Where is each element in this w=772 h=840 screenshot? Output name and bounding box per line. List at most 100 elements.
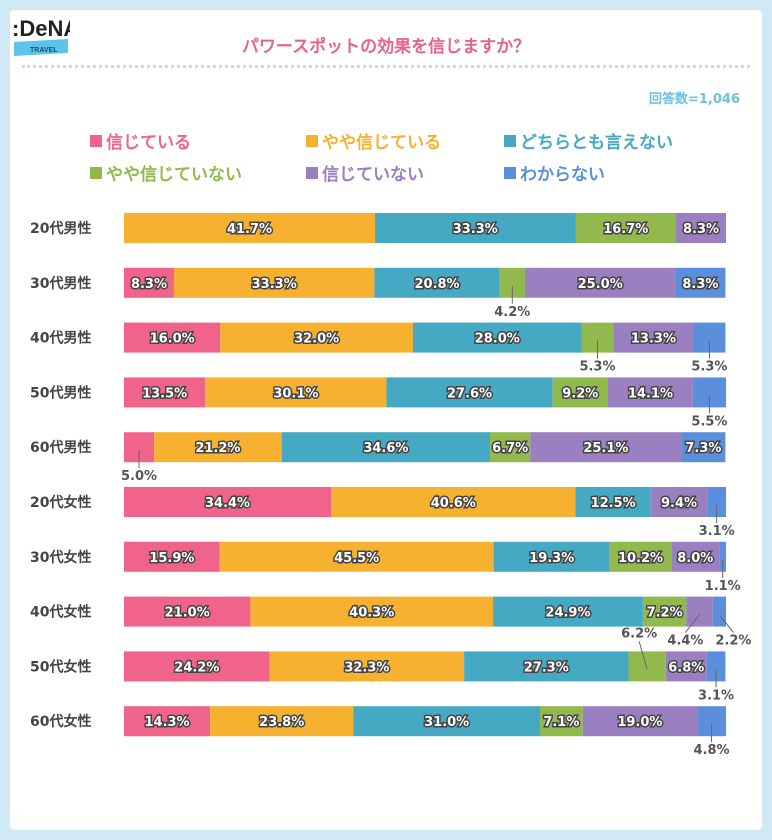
value-label: 4.8% [694,743,730,758]
value-label: 14.3% [144,715,189,730]
legend-label: 信じている [106,133,191,153]
bar-segment [124,651,270,682]
value-label: 41.7% [227,222,272,237]
value-label: 27.3% [524,660,569,675]
bar-segment [124,377,206,408]
legend-swatch [504,166,516,179]
bar-segment [719,541,726,572]
value-label: 21.2% [195,441,240,456]
value-label: 12.5% [591,496,636,511]
bar-segment [250,596,494,627]
value-label: 16.0% [150,332,195,347]
category-label: 40代女性 [30,604,91,621]
bar-segment [524,267,676,298]
value-label: 33.3% [252,277,297,292]
value-label: 3.1% [698,688,734,703]
bar-segment [281,432,491,463]
value-label: 7.2% [647,606,683,621]
value-label: 5.0% [121,469,157,484]
value-label: 1.1% [705,579,741,594]
bar-segment [124,487,332,517]
bar-segment [552,377,609,408]
value-label: 14.1% [628,386,673,401]
bar-segment [353,706,540,737]
value-label: 5.5% [691,414,727,429]
value-label: 34.4% [205,496,250,511]
value-label: 23.8% [259,715,304,730]
value-label: 7.3% [685,441,721,456]
value-label: 16.7% [603,222,648,237]
bar-segment [530,432,682,463]
value-label: 31.0% [424,715,469,730]
value-label: 19.0% [617,715,662,730]
value-label: 25.1% [583,441,628,456]
legend-label: 信じていない [322,165,424,185]
legend-item: どちらとも言えない [504,128,673,153]
value-label: 45.5% [334,551,379,566]
bar-segment [205,377,387,408]
bar-segment [124,596,251,627]
bar-segment [613,322,694,353]
bar-segment [582,706,698,737]
value-label: 20.8% [414,277,459,292]
bar-segment [375,213,576,243]
legend-swatch [90,166,102,179]
dena-travel-logo: :DeNA TRAVEL [12,16,70,56]
bar-segment [539,706,583,737]
bar-segment [386,377,553,408]
legend-label: わからない [520,165,605,185]
bar-segment [219,541,494,572]
bar-segment [575,487,651,517]
category-label: 60代男性 [30,439,91,456]
bar-chart: 20代男性 41.7% 33.3% 16.7% 8.3% 30代男性 8.3% 33.3% 20… [30,213,751,758]
bar-segment [628,651,666,682]
bar-segment [173,267,375,298]
value-label: 25.0% [578,277,623,292]
value-label: 9.2% [562,386,598,401]
bar-segment [490,432,531,463]
value-label: 3.1% [699,524,735,539]
bar-segment [706,651,726,682]
value-label: 34.6% [363,441,408,456]
value-label: 8.3% [683,222,719,237]
value-label: 5.3% [579,360,615,375]
legend-item: やや信じていない [90,160,242,185]
value-label: 21.0% [165,606,210,621]
bar-segment [707,487,726,517]
legend-label: どちらとも言えない [520,133,673,153]
bar-segment [124,213,376,243]
value-label: 19.3% [529,551,574,566]
bar-segment [220,322,413,353]
bar-segment [493,541,610,572]
bar-segment [124,706,211,737]
value-label: 10.2% [618,551,663,566]
leader-line [718,614,734,633]
bar-segment [671,541,720,572]
value-label: 8.0% [677,551,713,566]
legend-swatch [504,134,516,147]
value-label: 13.5% [142,386,187,401]
bar-segment [686,596,713,627]
svg-text:TRAVEL: TRAVEL [30,47,58,54]
bar-segment [676,213,726,243]
category-label: 40代男性 [30,330,91,347]
bar-segment [650,487,708,517]
category-label: 30代男性 [30,275,91,292]
bar-segment [124,322,221,353]
bar-segment [681,432,726,463]
bar-segment [124,267,174,298]
value-label: 30.1% [273,386,318,401]
value-label: 6.2% [621,626,657,641]
value-label: 40.3% [349,606,394,621]
legend-item: 信じている [90,128,191,153]
value-label: 6.8% [668,660,704,675]
category-label: 50代女性 [30,658,91,675]
bar-segment [609,541,672,572]
value-label: 40.6% [431,496,476,511]
legend-swatch [306,134,318,147]
value-label: 5.3% [691,360,727,375]
bar-segment [154,432,282,463]
value-label: 4.4% [667,634,703,649]
value-label: 24.9% [545,606,590,621]
category-label: 60代女性 [30,713,91,730]
